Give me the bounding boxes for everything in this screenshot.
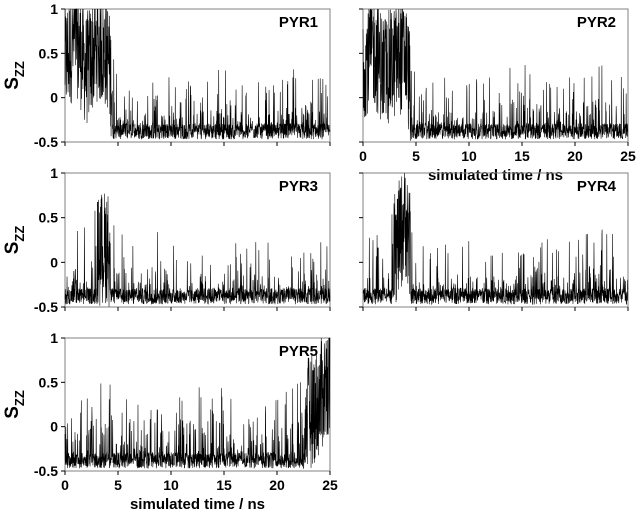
- y-tick-label: 0: [50, 90, 58, 106]
- y-tick-label: -0.5: [34, 299, 58, 315]
- panel-label: PYR4: [577, 178, 617, 195]
- panel-2: 0 5 10 15 20 25 PYR2 simulated time / ns: [359, 8, 636, 184]
- series-line: [64, 8, 331, 140]
- y-axis-title: SZZ: [2, 226, 27, 255]
- y-tick-label: 0: [50, 254, 58, 270]
- x-tick-label: 10: [163, 477, 179, 493]
- plot-frame: [64, 172, 331, 308]
- series-line: [64, 337, 331, 470]
- panel-4: PYR4: [359, 172, 629, 311]
- series-line: [362, 8, 629, 141]
- x-tick-label: 10: [461, 148, 477, 164]
- series-line: [64, 193, 331, 307]
- x-tick-label: 5: [412, 148, 420, 164]
- y-axis-title-subscript: ZZ: [12, 226, 27, 242]
- x-tick-label: 20: [269, 477, 285, 493]
- y-axis-title: SZZ: [2, 61, 27, 90]
- y-axis-title-subscript: ZZ: [12, 61, 27, 77]
- plot-frame: [362, 172, 629, 308]
- x-tick-label: 25: [322, 477, 338, 493]
- y-tick-label: 0.5: [39, 374, 59, 390]
- x-tick-label: 20: [567, 148, 583, 164]
- y-tick-label: 1: [50, 1, 58, 17]
- panel-3: 1 0.5 0 -0.5 PYR3 SZZ: [2, 165, 331, 315]
- x-tick-label: 25: [620, 148, 636, 164]
- x-tick-label: 0: [359, 148, 367, 164]
- series-line: [362, 172, 629, 305]
- panel-label: PYR2: [577, 14, 616, 31]
- y-axis-title-subscript: ZZ: [12, 390, 27, 406]
- x-axis-title: simulated time / ns: [130, 496, 265, 513]
- y-tick-label: 1: [50, 165, 58, 181]
- panel-1: 1 0.5 0 -0.5 PYR1 SZZ: [2, 1, 331, 150]
- x-tick-label: 5: [114, 477, 122, 493]
- y-axis-title: SZZ: [2, 390, 27, 419]
- plot-frame: [64, 337, 331, 472]
- panel-label: PYR1: [279, 14, 318, 31]
- y-tick-label: 1: [50, 330, 58, 346]
- x-tick-label: 15: [216, 477, 232, 493]
- panel-label: PYR5: [279, 343, 318, 360]
- x-tick-label: 15: [514, 148, 530, 164]
- x-axis-title: simulated time / ns: [428, 167, 563, 184]
- x-tick-label: 0: [61, 477, 69, 493]
- y-tick-label: 0.5: [39, 45, 59, 61]
- y-tick-label: -0.5: [34, 463, 58, 479]
- panel-label: PYR3: [279, 178, 318, 195]
- y-tick-label: 0: [50, 419, 58, 435]
- y-tick-label: 0.5: [39, 210, 59, 226]
- y-tick-label: -0.5: [34, 134, 58, 150]
